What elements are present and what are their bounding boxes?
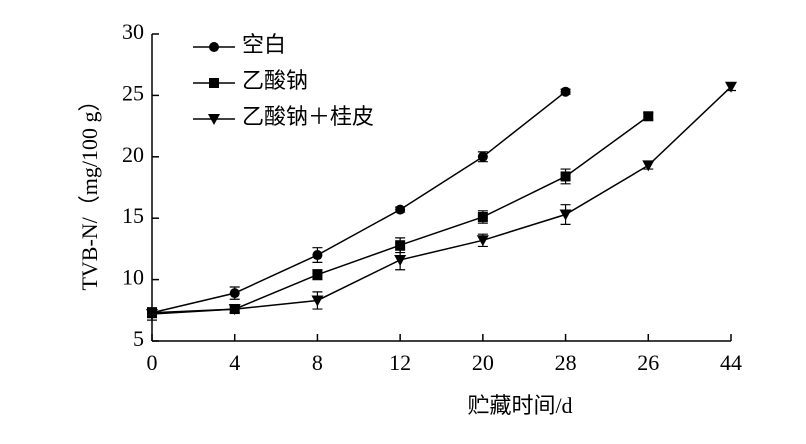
x-tick-label: 26 [637, 350, 659, 375]
legend-marker [209, 78, 219, 88]
y-tick-label: 10 [122, 265, 144, 290]
marker [395, 240, 406, 251]
marker [146, 308, 158, 320]
marker [312, 250, 323, 261]
x-tick-label: 28 [555, 350, 577, 375]
marker [643, 111, 654, 122]
marker [725, 81, 737, 93]
marker [560, 86, 571, 97]
legend-marker [209, 42, 219, 52]
x-tick-label: 4 [229, 350, 240, 375]
marker [477, 151, 488, 162]
legend-label: 乙酸钠＋桂皮 [242, 104, 374, 129]
marker [560, 171, 571, 182]
x-tick-label: 44 [720, 350, 742, 375]
marker [642, 160, 655, 172]
series-line [151, 91, 567, 314]
marker [477, 211, 488, 222]
x-axis-title: 贮藏时间/d [467, 393, 572, 418]
x-tick-label: 8 [312, 350, 323, 375]
marker [311, 295, 324, 307]
y-tick-label: 30 [122, 19, 144, 44]
marker [312, 269, 323, 280]
marker [229, 288, 240, 299]
marker [395, 204, 406, 215]
x-tick-label: 0 [147, 350, 158, 375]
y-axis-title: TVB-N/（mg/100 g） [77, 89, 102, 290]
x-tick-label: 12 [389, 350, 411, 375]
legend-label: 乙酸钠 [242, 68, 308, 93]
y-tick-label: 20 [122, 142, 144, 167]
marker [394, 254, 407, 266]
series-line [151, 86, 732, 315]
marker [228, 304, 241, 316]
legend-marker [208, 114, 220, 125]
x-tick-label: 20 [472, 350, 494, 375]
marker [559, 209, 572, 221]
y-tick-label: 15 [122, 203, 144, 228]
marker [476, 235, 489, 247]
y-tick-label: 5 [133, 326, 144, 351]
y-tick-label: 25 [122, 80, 144, 105]
legend-label: 空白 [242, 32, 286, 57]
